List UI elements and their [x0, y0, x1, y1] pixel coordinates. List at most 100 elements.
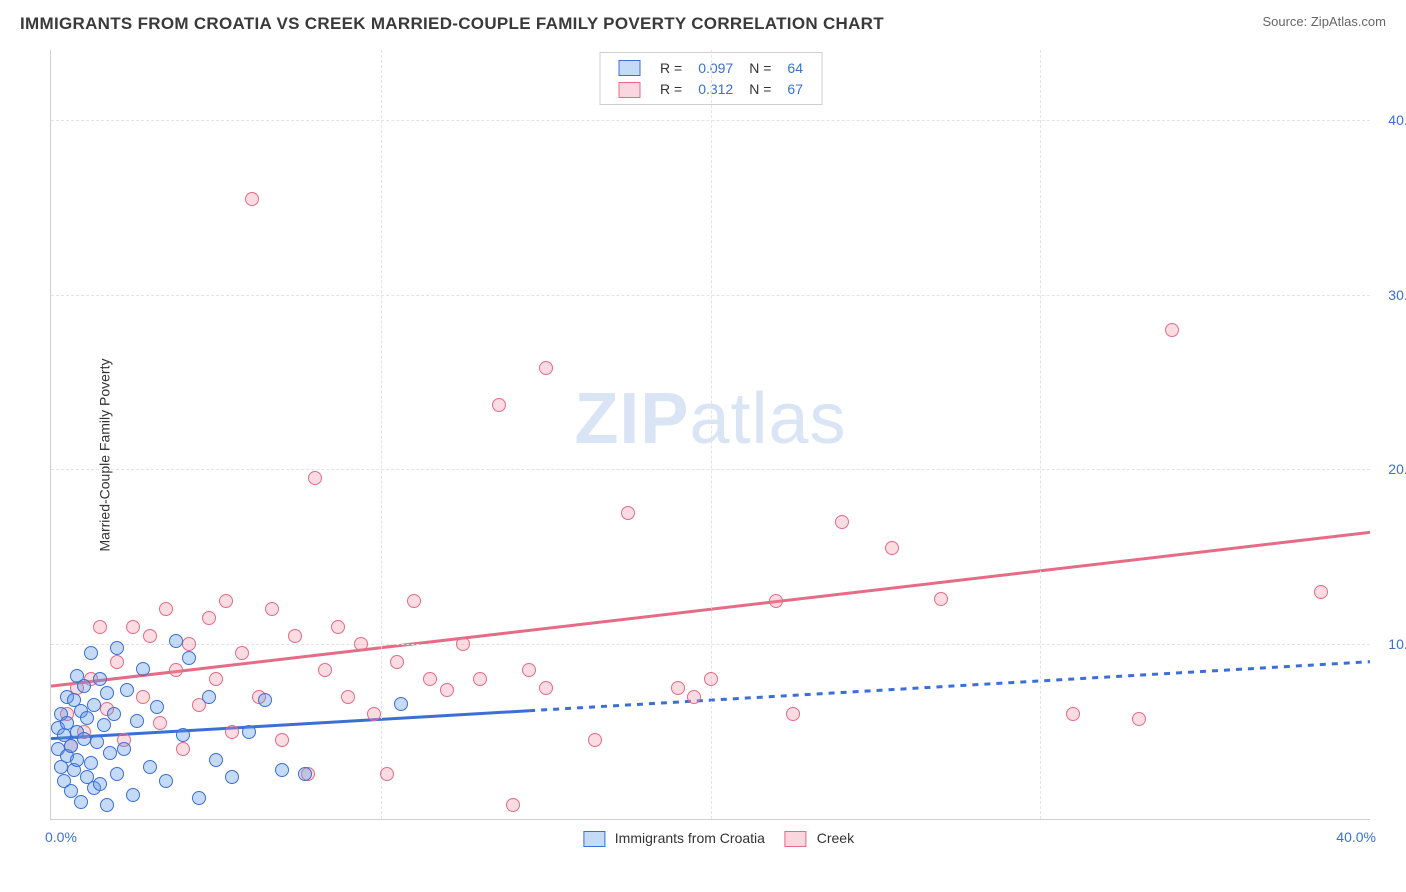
n-value-b: 67	[779, 78, 811, 99]
point-series-a	[192, 791, 206, 805]
point-series-a	[209, 753, 223, 767]
point-series-b	[176, 742, 190, 756]
point-series-b	[225, 725, 239, 739]
point-series-b	[380, 767, 394, 781]
point-series-b	[473, 672, 487, 686]
point-series-b	[1314, 585, 1328, 599]
watermark-bold: ZIP	[574, 379, 689, 459]
point-series-b	[318, 663, 332, 677]
watermark-light: atlas	[689, 379, 846, 459]
point-series-b	[539, 681, 553, 695]
gridline-v	[1040, 50, 1041, 819]
point-series-b	[786, 707, 800, 721]
x-tick-max: 40.0%	[1336, 829, 1376, 845]
point-series-b	[341, 690, 355, 704]
y-tick-label: 40.0%	[1376, 112, 1406, 128]
point-series-a	[298, 767, 312, 781]
point-series-b	[1165, 323, 1179, 337]
point-series-a	[225, 770, 239, 784]
point-series-b	[182, 637, 196, 651]
point-series-b	[143, 629, 157, 643]
point-series-a	[70, 753, 84, 767]
point-series-b	[265, 602, 279, 616]
point-series-a	[64, 739, 78, 753]
point-series-a	[77, 732, 91, 746]
point-series-b	[704, 672, 718, 686]
y-tick-label: 20.0%	[1376, 461, 1406, 477]
point-series-a	[169, 634, 183, 648]
plot-area: ZIPatlas R = 0.097 N = 64 R = 0.312 N = …	[50, 50, 1370, 820]
point-series-b	[885, 541, 899, 555]
swatch-series-a	[583, 831, 605, 847]
point-series-a	[275, 763, 289, 777]
point-series-b	[588, 733, 602, 747]
source-name: ZipAtlas.com	[1311, 14, 1386, 29]
y-tick-label: 30.0%	[1376, 287, 1406, 303]
n-label: N =	[741, 78, 779, 99]
point-series-b	[671, 681, 685, 695]
point-series-b	[769, 594, 783, 608]
point-series-a	[242, 725, 256, 739]
point-series-b	[202, 611, 216, 625]
point-series-a	[143, 760, 157, 774]
point-series-b	[1132, 712, 1146, 726]
point-series-b	[539, 361, 553, 375]
point-series-b	[621, 506, 635, 520]
point-series-b	[492, 398, 506, 412]
point-series-a	[120, 683, 134, 697]
point-series-a	[176, 728, 190, 742]
point-series-b	[209, 672, 223, 686]
point-series-b	[506, 798, 520, 812]
n-value-a: 64	[779, 57, 811, 78]
point-series-b	[93, 620, 107, 634]
point-series-a	[394, 697, 408, 711]
point-series-b	[1066, 707, 1080, 721]
point-series-b	[110, 655, 124, 669]
point-series-a	[182, 651, 196, 665]
swatch-series-a	[618, 60, 640, 76]
point-series-a	[80, 711, 94, 725]
source-attribution: Source: ZipAtlas.com	[1262, 14, 1386, 29]
gridline-v	[711, 50, 712, 819]
point-series-b	[835, 515, 849, 529]
point-series-a	[100, 798, 114, 812]
series-legend: Immigrants from Croatia Creek	[567, 830, 854, 847]
point-series-b	[153, 716, 167, 730]
point-series-b	[275, 733, 289, 747]
point-series-a	[258, 693, 272, 707]
point-series-b	[126, 620, 140, 634]
legend-label-a: Immigrants from Croatia	[615, 830, 765, 846]
point-series-b	[136, 690, 150, 704]
point-series-a	[126, 788, 140, 802]
point-series-a	[136, 662, 150, 676]
r-label: R =	[652, 78, 690, 99]
point-series-a	[90, 735, 104, 749]
point-series-b	[169, 663, 183, 677]
swatch-series-b	[618, 82, 640, 98]
point-series-a	[100, 686, 114, 700]
legend-label-b: Creek	[817, 830, 854, 846]
y-tick-label: 10.0%	[1376, 636, 1406, 652]
point-series-a	[87, 698, 101, 712]
source-label: Source:	[1262, 14, 1310, 29]
point-series-b	[354, 637, 368, 651]
swatch-series-b	[785, 831, 807, 847]
point-series-a	[74, 795, 88, 809]
point-series-a	[84, 646, 98, 660]
point-series-b	[245, 192, 259, 206]
point-series-b	[235, 646, 249, 660]
point-series-a	[130, 714, 144, 728]
r-label: R =	[652, 57, 690, 78]
point-series-a	[107, 707, 121, 721]
point-series-b	[288, 629, 302, 643]
point-series-a	[150, 700, 164, 714]
chart-title: IMMIGRANTS FROM CROATIA VS CREEK MARRIED…	[20, 14, 884, 34]
r-value-b: 0.312	[690, 78, 741, 99]
point-series-a	[110, 641, 124, 655]
point-series-a	[110, 767, 124, 781]
point-series-b	[331, 620, 345, 634]
point-series-a	[103, 746, 117, 760]
point-series-b	[407, 594, 421, 608]
point-series-a	[159, 774, 173, 788]
point-series-b	[367, 707, 381, 721]
